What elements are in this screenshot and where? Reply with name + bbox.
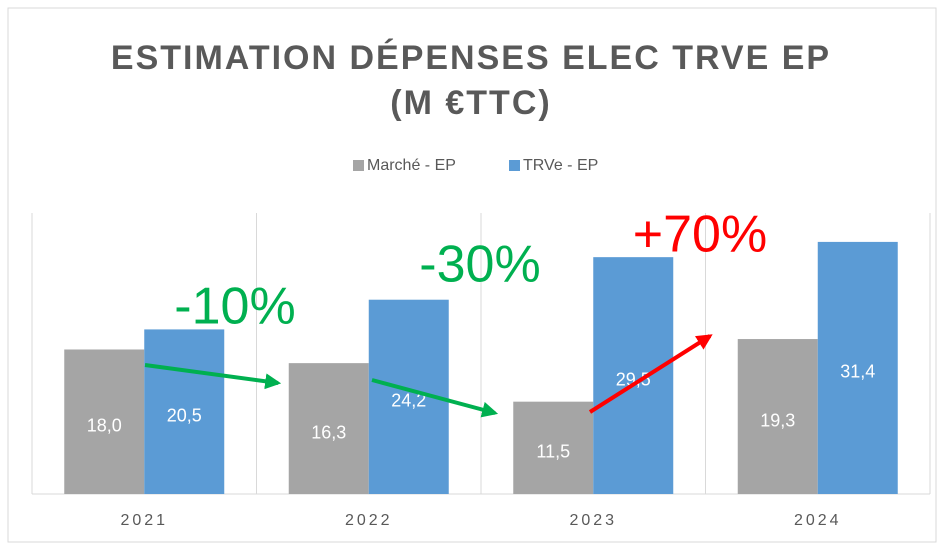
legend-swatch xyxy=(353,160,364,171)
x-tick-label: 2021 xyxy=(120,512,168,529)
bar xyxy=(64,349,145,494)
chart-title: ESTIMATION DÉPENSES ELEC TRVE EP xyxy=(111,39,831,77)
legend-label: Marché - EP xyxy=(367,157,456,174)
x-tick-label: 2023 xyxy=(569,512,617,529)
annotation: -30% xyxy=(419,236,540,294)
data-label: 29,5 xyxy=(616,369,651,389)
data-label: 18,0 xyxy=(87,415,122,435)
legend-label: TRVe - EP xyxy=(523,157,598,174)
bar xyxy=(288,363,369,494)
bar xyxy=(144,329,225,494)
arrow xyxy=(588,334,713,414)
annotation: -10% xyxy=(174,278,295,336)
bar xyxy=(513,401,594,494)
arrow xyxy=(144,363,282,390)
data-label: 31,4 xyxy=(840,362,875,382)
arrow xyxy=(371,378,499,418)
x-tick-label: 2022 xyxy=(345,512,393,529)
data-label: 24,2 xyxy=(391,391,426,411)
data-label: 20,5 xyxy=(167,405,202,425)
bar xyxy=(593,257,674,494)
data-label: 11,5 xyxy=(536,442,570,462)
data-label: 16,3 xyxy=(311,422,346,442)
chart-title: (M €TTC) xyxy=(390,84,551,122)
annotation: +70% xyxy=(633,206,767,264)
data-label: 19,3 xyxy=(760,410,795,430)
x-tick-label: 2024 xyxy=(794,512,842,529)
bar xyxy=(817,241,898,494)
bar xyxy=(737,339,818,494)
legend-swatch xyxy=(509,160,520,171)
